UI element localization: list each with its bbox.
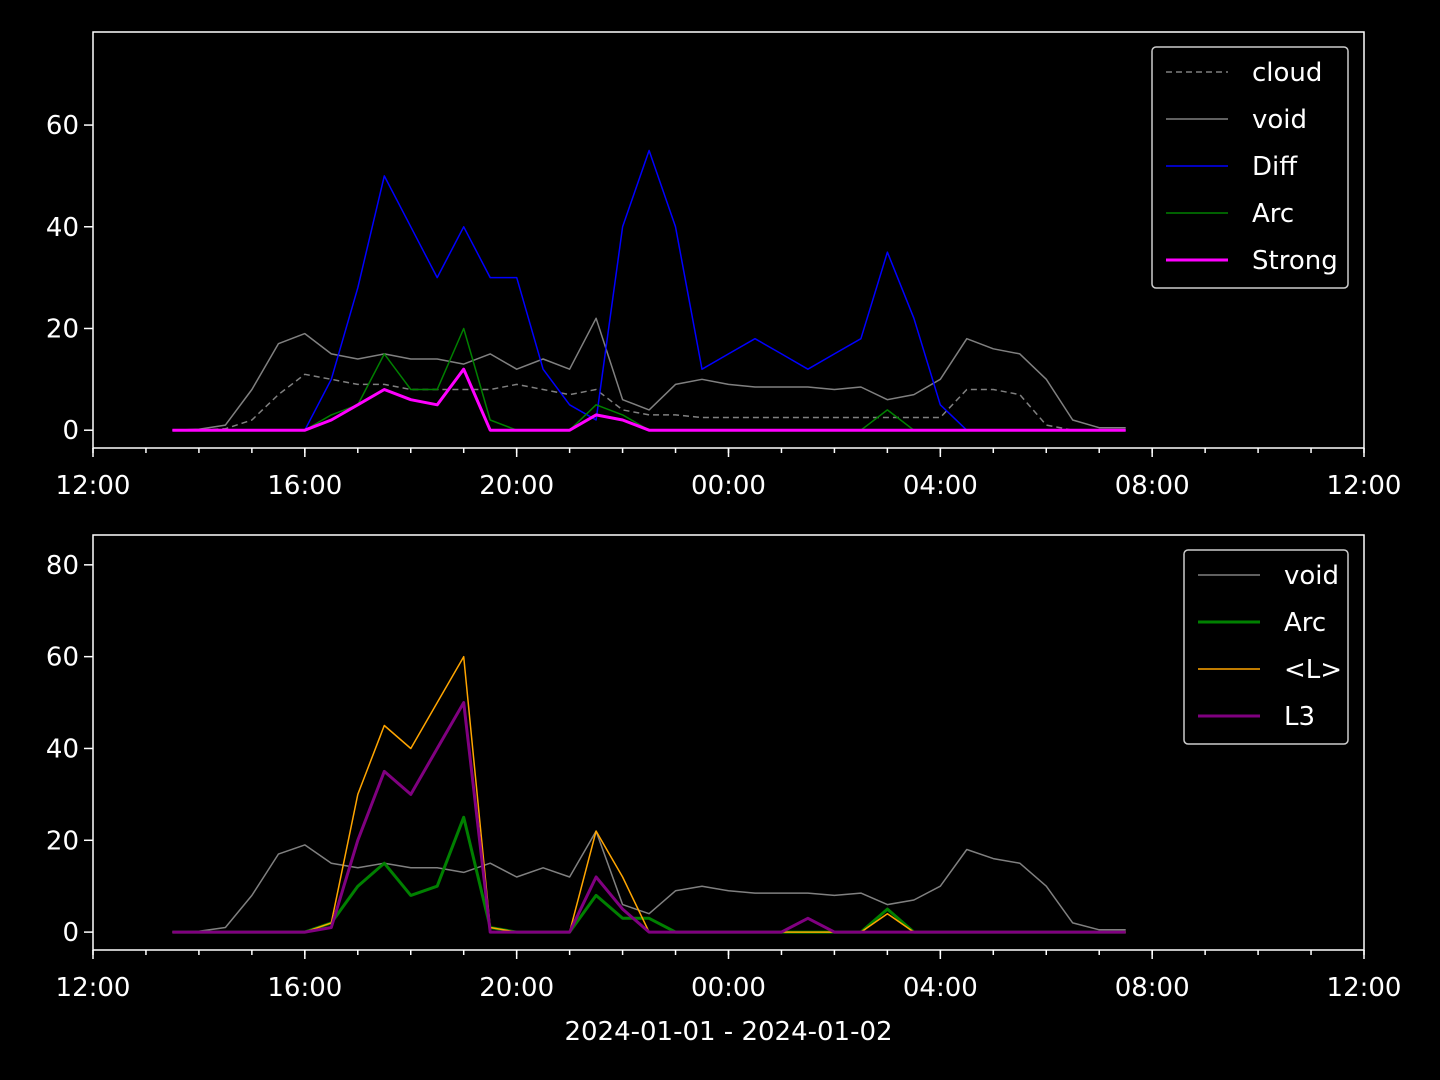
legend-frame: [1151, 46, 1349, 289]
y-tick-label: 20: [46, 314, 79, 344]
legend-label: L3: [1284, 702, 1315, 732]
axes-frame: [92, 31, 1365, 449]
x-tick-label: 20:00: [479, 973, 554, 1003]
legend-label: <L>: [1284, 655, 1342, 685]
x-tick-label: 16:00: [267, 471, 342, 501]
y-tick-label: 40: [46, 213, 79, 243]
x-tick-label: 08:00: [1115, 973, 1190, 1003]
y-tick-label: 60: [46, 643, 79, 673]
x-tick-label: 12:00: [56, 471, 131, 501]
y-tick-label: 80: [46, 551, 79, 581]
y-tick-label: 40: [46, 734, 79, 764]
x-tick-label: 20:00: [479, 471, 554, 501]
x-axis-label: 2024-01-01 - 2024-01-02: [564, 1017, 892, 1047]
x-tick-label: 12:00: [1327, 471, 1402, 501]
x-tick-label: 04:00: [903, 973, 978, 1003]
x-tick-label: 00:00: [691, 471, 766, 501]
legend-label: Diff: [1252, 152, 1298, 182]
legend: void Arc <L> L3: [1183, 549, 1349, 745]
legend-label: void: [1284, 561, 1339, 591]
series-line: [172, 701, 1126, 934]
series-line: [172, 373, 1126, 431]
series-line: [172, 317, 1126, 431]
legend-label: Strong: [1252, 246, 1338, 276]
x-tick-label: 04:00: [903, 471, 978, 501]
legend-label: void: [1252, 105, 1307, 135]
axes-frame: [92, 534, 1365, 951]
series-line: [172, 149, 1126, 431]
legend-label: Arc: [1252, 199, 1294, 229]
series-line: [172, 815, 1126, 934]
y-tick-label: 0: [62, 416, 79, 446]
y-tick-label: 0: [62, 918, 79, 948]
y-tick-label: 60: [46, 111, 79, 141]
series-line: [172, 655, 1126, 933]
legend-label: cloud: [1252, 58, 1322, 88]
x-tick-label: 16:00: [267, 973, 342, 1003]
x-tick-label: 08:00: [1115, 471, 1190, 501]
series-line: [172, 830, 1126, 933]
x-tick-label: 12:00: [1327, 973, 1402, 1003]
series-line: [172, 367, 1126, 432]
x-tick-label: 00:00: [691, 973, 766, 1003]
y-tick-label: 20: [46, 826, 79, 856]
legend-label: Arc: [1284, 608, 1326, 638]
legend-frame: [1183, 549, 1349, 745]
x-tick-label: 12:00: [56, 973, 131, 1003]
legend: cloud void Diff Arc Strong: [1151, 46, 1349, 289]
